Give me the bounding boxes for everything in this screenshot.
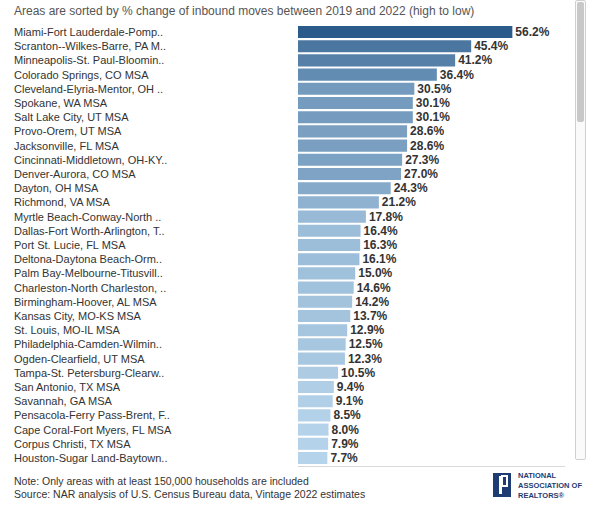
svg-text:30.1%: 30.1%	[416, 110, 450, 124]
svg-text:Jacksonville, FL MSA: Jacksonville, FL MSA	[14, 140, 119, 152]
svg-text:56.2%: 56.2%	[515, 25, 549, 39]
svg-text:14.6%: 14.6%	[357, 281, 391, 295]
svg-text:30.5%: 30.5%	[417, 82, 451, 96]
svg-text:Provo-Orem, UT MSA: Provo-Orem, UT MSA	[14, 125, 122, 137]
svg-text:28.6%: 28.6%	[410, 139, 444, 153]
svg-text:Dayton, OH MSA: Dayton, OH MSA	[14, 182, 99, 194]
svg-text:Deltona-Daytona Beach-Orm..: Deltona-Daytona Beach-Orm..	[14, 253, 162, 265]
svg-text:Spokane, WA MSA: Spokane, WA MSA	[14, 97, 108, 109]
svg-text:16.1%: 16.1%	[362, 252, 396, 266]
svg-text:Philadelphia-Camden-Wilmin..: Philadelphia-Camden-Wilmin..	[14, 338, 162, 350]
svg-text:Areas are sorted by % change o: Areas are sorted by % change of inbound …	[14, 4, 474, 18]
svg-text:Note: Only areas with at least: Note: Only areas with at least 150,000 h…	[14, 475, 309, 487]
svg-text:Savannah, GA MSA: Savannah, GA MSA	[14, 395, 112, 407]
svg-text:8.0%: 8.0%	[332, 423, 360, 437]
svg-text:Scranton--Wilkes-Barre, PA M..: Scranton--Wilkes-Barre, PA M..	[14, 40, 166, 52]
svg-text:Minneapolis-St. Paul-Bloomin..: Minneapolis-St. Paul-Bloomin..	[14, 54, 164, 66]
svg-text:Miami-Fort Lauderdale-Pomp..: Miami-Fort Lauderdale-Pomp..	[14, 26, 163, 38]
svg-text:12.9%: 12.9%	[350, 323, 384, 337]
svg-text:Palm Bay-Melbourne-Titusvill..: Palm Bay-Melbourne-Titusvill..	[14, 267, 163, 279]
svg-text:Source: NAR analysis of U.S. C: Source: NAR analysis of U.S. Census Bure…	[14, 488, 365, 500]
svg-text:Richmond, VA MSA: Richmond, VA MSA	[14, 196, 110, 208]
svg-text:Cape Coral-Fort Myers, FL MSA: Cape Coral-Fort Myers, FL MSA	[14, 424, 172, 436]
svg-text:Myrtle Beach-Conway-North ..: Myrtle Beach-Conway-North ..	[14, 211, 161, 223]
svg-text:Ogden-Clearfield, UT MSA: Ogden-Clearfield, UT MSA	[14, 353, 145, 365]
svg-text:Tampa-St. Petersburg-Clearw..: Tampa-St. Petersburg-Clearw..	[14, 367, 164, 379]
svg-text:NATIONALASSOCIATION OFREALTORS: NATIONALASSOCIATION OFREALTORS®	[518, 471, 582, 500]
svg-text:San Antonio, TX MSA: San Antonio, TX MSA	[14, 381, 121, 393]
svg-text:13.7%: 13.7%	[353, 309, 387, 323]
svg-text:Colorado Springs, CO MSA: Colorado Springs, CO MSA	[14, 69, 149, 81]
svg-text:7.7%: 7.7%	[330, 451, 358, 465]
svg-text:24.3%: 24.3%	[394, 181, 428, 195]
svg-text:36.4%: 36.4%	[440, 68, 474, 82]
svg-text:Denver-Aurora, CO MSA: Denver-Aurora, CO MSA	[14, 168, 136, 180]
svg-text:Salt Lake City, UT MSA: Salt Lake City, UT MSA	[14, 111, 129, 123]
svg-text:12.3%: 12.3%	[348, 352, 382, 366]
svg-text:Cincinnati-Middletown, OH-KY..: Cincinnati-Middletown, OH-KY..	[14, 154, 167, 166]
svg-text:30.1%: 30.1%	[416, 96, 450, 110]
svg-text:27.0%: 27.0%	[404, 167, 438, 181]
svg-text:Port St. Lucie, FL MSA: Port St. Lucie, FL MSA	[14, 239, 126, 251]
svg-text:41.2%: 41.2%	[458, 53, 492, 67]
svg-text:45.4%: 45.4%	[474, 39, 508, 53]
svg-text:28.6%: 28.6%	[410, 124, 444, 138]
svg-text:27.3%: 27.3%	[405, 153, 439, 167]
svg-text:Charleston-North Charleston, .: Charleston-North Charleston, ..	[14, 282, 166, 294]
svg-text:Cleveland-Elyria-Mentor, OH ..: Cleveland-Elyria-Mentor, OH ..	[14, 83, 163, 95]
svg-text:Pensacola-Ferry Pass-Brent, F.: Pensacola-Ferry Pass-Brent, F..	[14, 409, 170, 421]
svg-text:9.1%: 9.1%	[336, 394, 364, 408]
svg-text:7.9%: 7.9%	[331, 437, 359, 451]
svg-text:21.2%: 21.2%	[382, 195, 416, 209]
svg-text:Houston-Sugar Land-Baytown..: Houston-Sugar Land-Baytown..	[14, 452, 167, 464]
svg-text:12.5%: 12.5%	[349, 337, 383, 351]
svg-text:14.2%: 14.2%	[355, 295, 389, 309]
svg-text:Kansas City, MO-KS MSA: Kansas City, MO-KS MSA	[14, 310, 142, 322]
svg-text:16.3%: 16.3%	[363, 238, 397, 252]
svg-text:9.4%: 9.4%	[337, 380, 365, 394]
svg-text:10.5%: 10.5%	[341, 366, 375, 380]
svg-text:Dallas-Fort Worth-Arlington, T: Dallas-Fort Worth-Arlington, T..	[14, 225, 165, 237]
svg-text:15.0%: 15.0%	[358, 266, 392, 280]
svg-text:16.4%: 16.4%	[364, 224, 398, 238]
svg-text:17.8%: 17.8%	[369, 210, 403, 224]
svg-text:8.5%: 8.5%	[333, 408, 361, 422]
svg-text:Birmingham-Hoover, AL MSA: Birmingham-Hoover, AL MSA	[14, 296, 157, 308]
svg-text:St. Louis, MO-IL MSA: St. Louis, MO-IL MSA	[14, 324, 121, 336]
svg-text:Corpus Christi, TX MSA: Corpus Christi, TX MSA	[14, 438, 131, 450]
